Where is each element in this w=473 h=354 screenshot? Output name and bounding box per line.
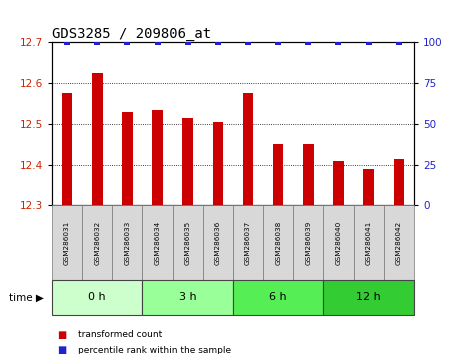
Bar [152,110,163,205]
Text: GSM286041: GSM286041 [366,220,372,265]
Text: GDS3285 / 209806_at: GDS3285 / 209806_at [52,28,211,41]
Bar [212,122,223,205]
Text: GSM286035: GSM286035 [185,220,191,265]
Point [214,40,222,45]
Bar [62,93,72,205]
Bar [243,93,254,205]
Bar [183,118,193,205]
Bar [333,160,344,205]
Point [184,40,192,45]
Text: GSM286042: GSM286042 [396,220,402,265]
Point [63,40,71,45]
Point [365,40,372,45]
Bar [363,169,374,205]
Text: ■: ■ [57,346,66,354]
Bar [122,112,133,205]
Point [305,40,312,45]
Point [335,40,342,45]
Text: GSM286038: GSM286038 [275,220,281,265]
Point [154,40,161,45]
Text: 0 h: 0 h [88,292,106,302]
Bar [303,144,314,205]
Point [123,40,131,45]
Text: time ▶: time ▶ [9,292,44,302]
Text: GSM286036: GSM286036 [215,220,221,265]
Point [395,40,403,45]
Text: GSM286037: GSM286037 [245,220,251,265]
Bar [273,144,283,205]
Bar [394,159,404,205]
Bar [92,73,103,205]
Text: 3 h: 3 h [179,292,197,302]
Text: GSM286032: GSM286032 [94,220,100,265]
Text: transformed count: transformed count [78,330,162,339]
Text: GSM286039: GSM286039 [306,220,311,265]
Point [244,40,252,45]
Text: percentile rank within the sample: percentile rank within the sample [78,346,231,354]
Point [94,40,101,45]
Text: 12 h: 12 h [356,292,381,302]
Text: GSM286040: GSM286040 [335,220,342,265]
Point [274,40,282,45]
Text: ■: ■ [57,330,66,339]
Text: GSM286033: GSM286033 [124,220,131,265]
Text: GSM286031: GSM286031 [64,220,70,265]
Text: GSM286034: GSM286034 [155,220,160,265]
Text: 6 h: 6 h [269,292,287,302]
